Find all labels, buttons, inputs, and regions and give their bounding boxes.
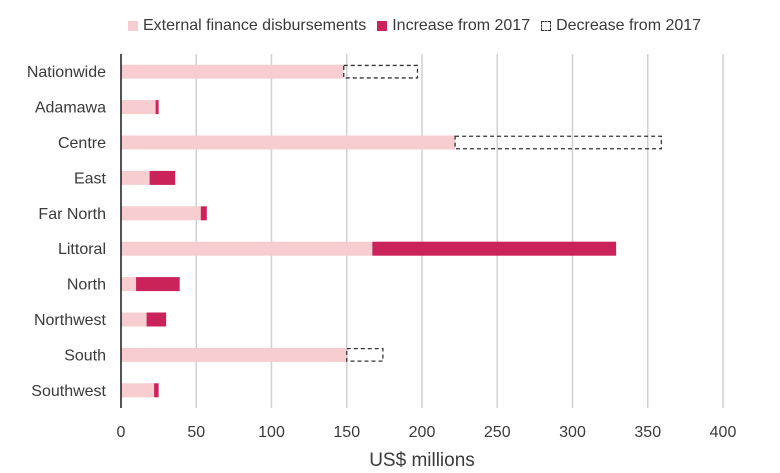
- legend-label-disbursements: External finance disbursements: [143, 17, 367, 34]
- bar-disbursement-south: [121, 347, 347, 362]
- bar-decrease-south: [346, 347, 384, 362]
- legend-swatch-decrease: [541, 21, 552, 31]
- legend-label-decrease: Decrease from 2017: [556, 17, 702, 34]
- bar-disbursement-north: [121, 277, 137, 292]
- category-label-far-north: Far North: [38, 206, 106, 223]
- bar-increase-littoral: [372, 241, 617, 256]
- bar-decrease-nationwide: [343, 64, 419, 79]
- bar-decrease-centre: [454, 135, 662, 150]
- x-tick-label-100: 100: [258, 424, 285, 441]
- bar-disbursement-southwest: [121, 383, 155, 398]
- category-label-east: East: [74, 170, 107, 187]
- x-tick-label-250: 250: [484, 424, 511, 441]
- x-tick-label-0: 0: [117, 424, 126, 441]
- category-label-centre: Centre: [58, 135, 106, 152]
- x-axis-title: US$ millions: [369, 450, 475, 471]
- legend-item-increase: Increase from 2017: [377, 17, 530, 35]
- legend-swatch-disbursements: [128, 21, 138, 31]
- bar-increase-far-north: [200, 206, 207, 221]
- legend: External finance disbursements Increase …: [128, 17, 712, 35]
- x-tick-label-300: 300: [559, 424, 586, 441]
- bar-disbursement-northwest: [121, 312, 147, 327]
- category-label-south: South: [64, 347, 106, 364]
- bar-disbursement-adamawa: [121, 100, 156, 115]
- legend-label-increase: Increase from 2017: [392, 17, 531, 34]
- x-tick-label-200: 200: [409, 424, 436, 441]
- legend-swatch-increase: [377, 21, 388, 31]
- category-label-littoral: Littoral: [58, 241, 106, 258]
- x-tick-label-150: 150: [333, 424, 360, 441]
- bar-disbursement-far-north: [121, 206, 201, 221]
- bar-increase-northwest: [146, 312, 167, 327]
- x-tick-label-50: 50: [187, 424, 205, 441]
- x-tick-label-350: 350: [634, 424, 661, 441]
- category-label-nationwide: Nationwide: [27, 64, 106, 81]
- category-label-adamawa: Adamawa: [35, 100, 106, 117]
- bar-disbursement-littoral: [121, 241, 373, 256]
- bar-increase-east: [149, 170, 176, 185]
- bar-disbursement-centre: [121, 135, 456, 150]
- bar-increase-southwest: [154, 383, 159, 398]
- category-label-southwest: Southwest: [31, 383, 106, 400]
- bar-disbursement-east: [121, 170, 150, 185]
- bar-increase-north: [136, 277, 180, 292]
- legend-item-disbursements: External finance disbursements: [128, 17, 366, 35]
- bar-disbursement-nationwide: [121, 64, 344, 79]
- category-label-northwest: Northwest: [34, 312, 107, 329]
- bar-increase-adamawa: [155, 100, 159, 115]
- x-tick-label-400: 400: [710, 424, 737, 441]
- category-label-north: North: [67, 277, 106, 294]
- legend-item-decrease: Decrease from 2017: [541, 17, 701, 35]
